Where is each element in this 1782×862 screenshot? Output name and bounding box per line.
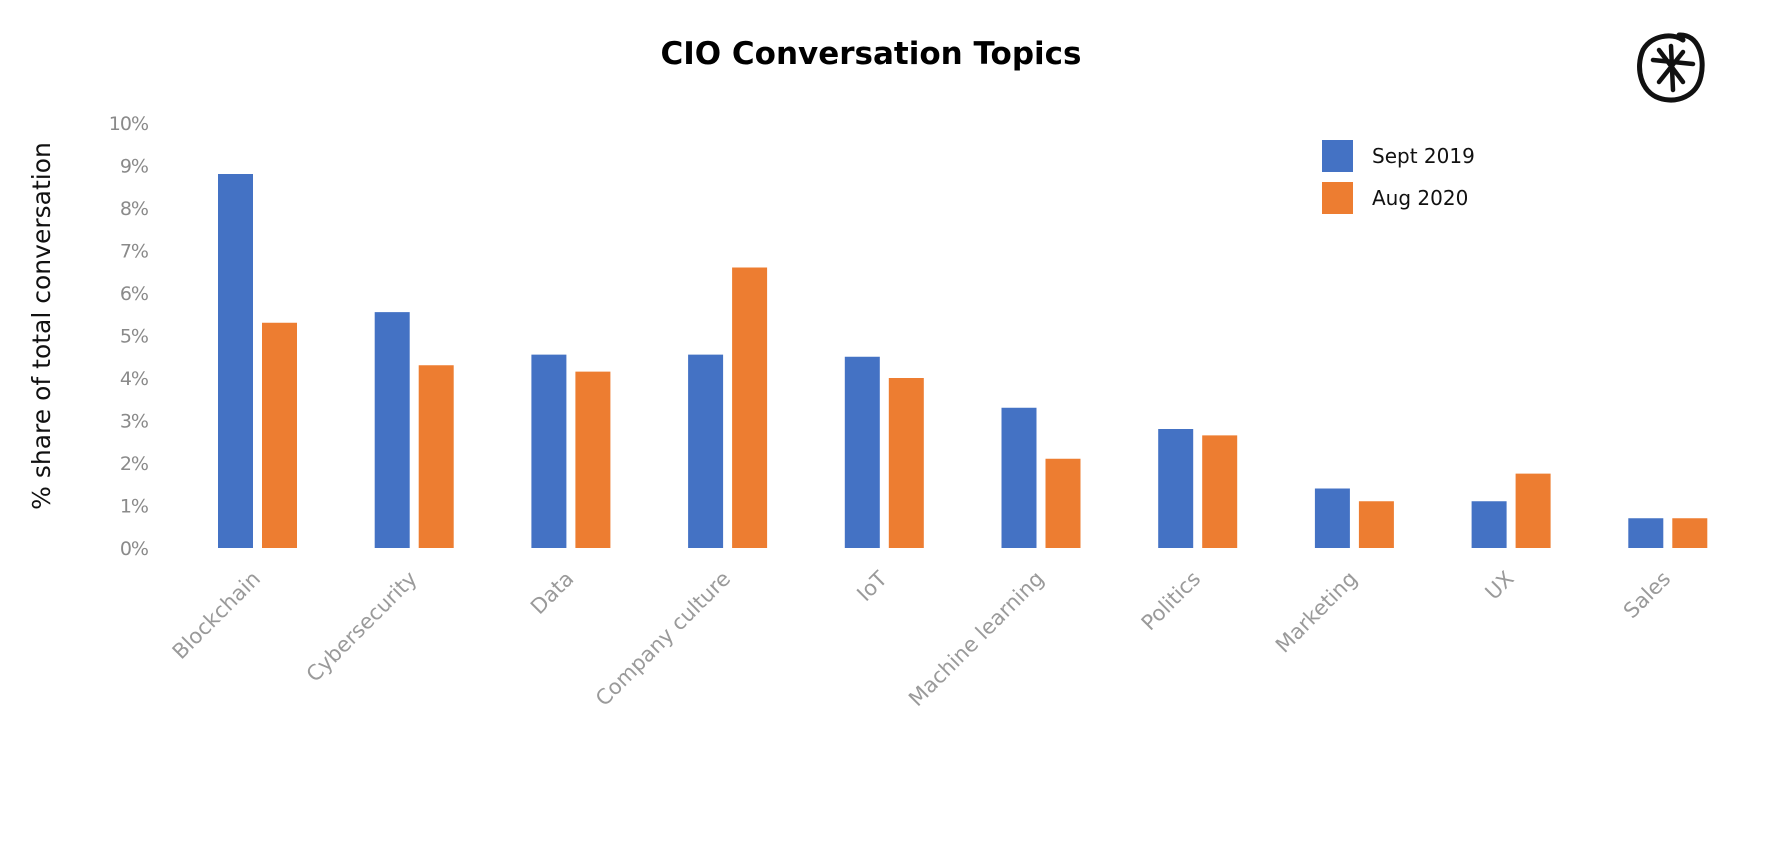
bar-data-aug-2020 <box>575 371 611 548</box>
legend-label: Sept 2019 <box>1372 144 1475 168</box>
y-tick-label: 7% <box>120 241 148 263</box>
x-tick-label: Company culture <box>591 567 735 711</box>
legend-swatch <box>1322 140 1353 172</box>
y-axis-title: % share of total conversation <box>27 142 56 510</box>
bar-data-sept-2019 <box>531 354 567 548</box>
legend-label: Aug 2020 <box>1372 186 1468 210</box>
legend: Sept 2019 Aug 2020 <box>1322 140 1475 214</box>
bar-cybersecurity-sept-2019 <box>374 312 410 548</box>
bar-sales-aug-2020 <box>1672 518 1708 548</box>
y-tick-label: 4% <box>120 368 148 390</box>
bar-machine-learning-sept-2019 <box>1001 407 1037 548</box>
y-tick-label: 3% <box>120 411 148 433</box>
x-tick-label: Marketing <box>1271 567 1362 658</box>
bar-politics-sept-2019 <box>1158 429 1194 548</box>
bar-company-culture-aug-2020 <box>732 267 768 548</box>
bar-marketing-sept-2019 <box>1314 488 1350 548</box>
x-tick-label: Politics <box>1137 567 1206 636</box>
legend-swatch <box>1322 182 1353 214</box>
bar-politics-aug-2020 <box>1202 435 1238 548</box>
bar-company-culture-sept-2019 <box>688 354 724 548</box>
y-tick-label: 1% <box>120 496 148 518</box>
y-tick-label: 0% <box>120 538 148 560</box>
x-tick-label: Data <box>526 567 578 619</box>
y-tick-label: 9% <box>120 156 148 178</box>
chart-title: CIO Conversation Topics <box>660 36 1082 72</box>
bar-cybersecurity-aug-2020 <box>418 365 454 548</box>
bar-marketing-aug-2020 <box>1358 501 1394 548</box>
y-tick-label: 2% <box>120 453 148 475</box>
bar-blockchain-sept-2019 <box>218 174 253 548</box>
x-axis-labels: Blockchain Cybersecurity Data Company cultu… <box>168 566 1676 711</box>
x-tick-label: UX <box>1481 567 1519 605</box>
x-tick-label: IoT <box>852 566 892 606</box>
bar-blockchain-aug-2020 <box>262 322 297 548</box>
y-axis-ticks: 0% 1% 2% 3% 4% 5% 6% 7% 8% 9% 10% <box>109 113 149 560</box>
logo-icon <box>1637 32 1705 103</box>
bar-machine-learning-aug-2020 <box>1045 458 1081 548</box>
y-tick-label: 5% <box>120 326 148 348</box>
bar-ux-sept-2019 <box>1471 501 1507 548</box>
bar-iot-sept-2019 <box>844 356 880 548</box>
y-tick-label: 6% <box>120 283 148 305</box>
bars <box>218 174 1708 548</box>
x-tick-label: Machine learning <box>904 567 1048 711</box>
y-tick-label: 8% <box>120 198 148 220</box>
x-tick-label: Blockchain <box>168 567 265 664</box>
x-tick-label: Cybersecurity <box>302 567 422 687</box>
bar-sales-sept-2019 <box>1628 518 1664 548</box>
x-tick-label: Sales <box>1619 567 1676 624</box>
bar-iot-aug-2020 <box>888 378 924 548</box>
y-tick-label: 10% <box>109 113 148 135</box>
bar-ux-aug-2020 <box>1515 473 1551 548</box>
